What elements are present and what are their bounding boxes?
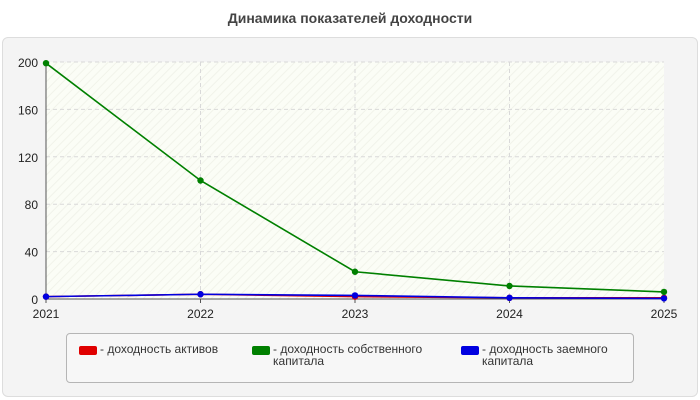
legend-swatch-debt xyxy=(461,346,479,355)
legend-item-equity: - доходность собственного капитала xyxy=(252,343,443,367)
y-tick-label: 40 xyxy=(25,246,39,260)
legend-swatch-assets xyxy=(79,346,97,355)
series-point-2 xyxy=(506,294,513,302)
y-tick-label: 0 xyxy=(31,293,38,307)
x-tick-label: 2021 xyxy=(33,307,60,321)
legend: - доходность активов - доходность собств… xyxy=(66,333,634,383)
y-tick-label: 120 xyxy=(18,151,38,165)
legend-label-assets: - доходность активов xyxy=(100,342,219,356)
legend-item-debt: - доходность заемного капитала xyxy=(461,343,652,367)
series-point-2 xyxy=(660,295,668,302)
series-point-1 xyxy=(351,268,359,275)
series-point-1 xyxy=(197,177,204,184)
legend-item-assets: - доходность активов xyxy=(79,343,270,355)
y-tick-label: 200 xyxy=(18,56,38,70)
y-tick-label: 80 xyxy=(25,198,39,212)
series-point-1 xyxy=(42,59,50,67)
series-point-1 xyxy=(506,282,513,290)
chart-title: Динамика показателей доходности xyxy=(227,10,473,26)
series-point-2 xyxy=(197,291,204,298)
series-point-2 xyxy=(351,292,359,299)
legend-swatch-equity xyxy=(252,346,270,355)
legend-label-debt: - доходность заемного капитала xyxy=(482,342,608,368)
x-tick-label: 2022 xyxy=(187,307,214,321)
y-tick-label: 160 xyxy=(18,103,38,117)
legend-label-equity: - доходность собственного капитала xyxy=(273,342,423,368)
x-tick-label: 2023 xyxy=(342,307,369,321)
series-point-1 xyxy=(660,288,668,296)
x-tick-label: 2024 xyxy=(496,307,523,321)
x-tick-label: 2025 xyxy=(651,307,678,321)
series-point-2 xyxy=(42,293,50,300)
